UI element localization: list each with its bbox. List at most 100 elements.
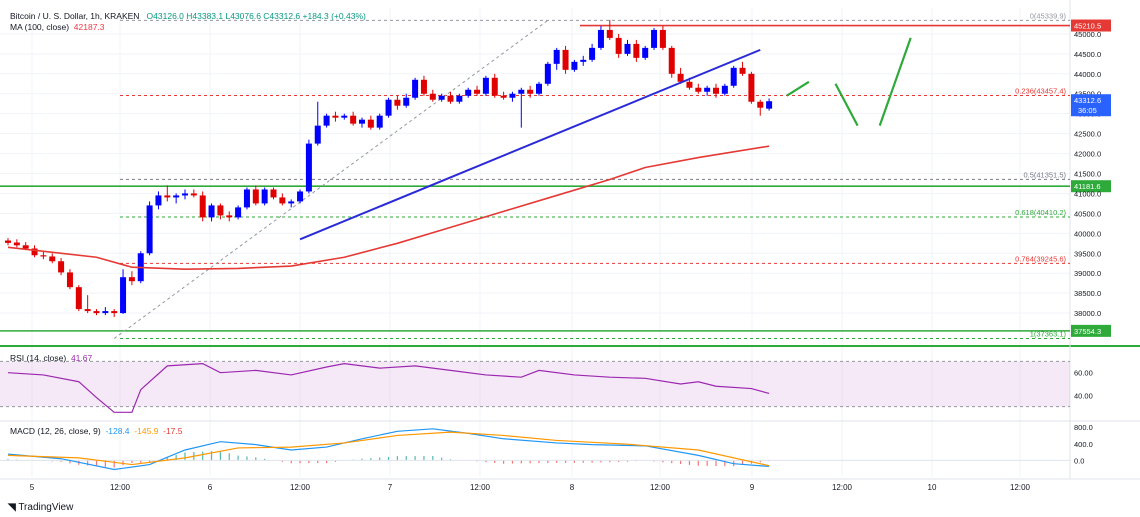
- macd-tick: 800.0: [1074, 423, 1093, 432]
- candle-body: [341, 115, 348, 118]
- candle: [350, 111, 357, 126]
- candle-body: [659, 29, 666, 48]
- candle-body: [5, 240, 11, 243]
- candle: [420, 75, 427, 96]
- candle-body: [580, 59, 587, 62]
- candle-body: [367, 119, 374, 128]
- candle: [757, 99, 764, 116]
- candle: [297, 189, 304, 204]
- candle-body: [40, 255, 47, 257]
- candle: [403, 93, 410, 108]
- price-tick: 45000.0: [1074, 30, 1101, 39]
- ohlc-values: O43126.0 H43383.1 L43076.6 C43312.6 +184…: [146, 11, 366, 21]
- level-badge-label: 41181.6: [1074, 182, 1101, 191]
- rsi-legend-label: RSI (14, close): [10, 353, 67, 363]
- projection-arrow: [878, 37, 912, 127]
- candle: [651, 27, 658, 50]
- countdown-label: 36:05: [1078, 106, 1097, 115]
- candle: [5, 238, 11, 246]
- projection-arrow: [834, 83, 859, 127]
- price-axis: 45210.5 41181.6 37554.3 45000.0 44500.0 44000…: [1071, 19, 1111, 337]
- level-badge: [1071, 180, 1111, 193]
- price-tick: 41500.0: [1074, 170, 1101, 179]
- candle: [261, 187, 268, 206]
- candle-body: [757, 101, 764, 108]
- symbol-title: Bitcoin / U. S. Dollar, 1h, KRAKEN: [10, 11, 140, 21]
- time-axis: 5 12:00 6 12:00 7 12:00 8 12:00 9 12:00 10 12:00: [30, 483, 1031, 492]
- level-badge-label: 37554.3: [1074, 327, 1101, 336]
- candle-body: [217, 205, 224, 216]
- candle: [75, 285, 82, 312]
- rsi-band: [0, 361, 1070, 407]
- fib-levels: 0(45339.9) 0.236(43457.4) 0.5(41351.5) 0.61…: [0, 11, 1070, 339]
- level-badge: [1071, 19, 1111, 32]
- candle-body: [111, 311, 118, 314]
- tv-logo-text: TradingView: [18, 502, 74, 513]
- last-price-label: 43312.6: [1074, 96, 1101, 105]
- candle: [120, 269, 127, 314]
- projection-arrow: [786, 80, 810, 97]
- price-tick: 38500.0: [1074, 289, 1101, 298]
- candle-body: [190, 193, 197, 196]
- time-tick: 7: [388, 483, 393, 492]
- candle-body: [297, 191, 304, 202]
- candle-body: [199, 195, 206, 218]
- candle-body: [102, 311, 109, 314]
- candle: [536, 81, 542, 96]
- candle: [182, 189, 188, 200]
- candle: [677, 67, 684, 84]
- tradingview-logo[interactable]: ◥ TradingView: [8, 502, 73, 513]
- candle: [394, 95, 401, 110]
- macd-panel: 800.0 400.0 0.0: [0, 423, 1093, 471]
- candle: [633, 39, 640, 62]
- candle: [13, 239, 20, 248]
- macd-legend-macd: -128.4: [105, 426, 130, 436]
- level-badge: [1071, 324, 1111, 337]
- candle-body: [597, 29, 604, 48]
- candle-body: [633, 43, 640, 58]
- candle: [93, 309, 100, 316]
- candle-body: [49, 256, 56, 262]
- candle: [695, 83, 702, 94]
- candle-body: [31, 248, 38, 256]
- price-tick: 38000.0: [1074, 309, 1101, 318]
- candle-body: [721, 85, 728, 94]
- candle: [412, 77, 419, 100]
- candle: [305, 139, 312, 194]
- time-tick: 10: [928, 483, 937, 492]
- candle-body: [474, 89, 481, 94]
- time-tick: 5: [30, 483, 35, 492]
- candle: [199, 191, 206, 222]
- candle-body: [359, 119, 365, 124]
- candle: [668, 45, 675, 78]
- level-label: 1(37363.1): [1030, 329, 1067, 338]
- candle: [527, 85, 534, 98]
- candle-body: [642, 47, 649, 58]
- time-tick: 9: [750, 483, 755, 492]
- candle: [456, 93, 463, 104]
- time-tick: 12:00: [470, 483, 491, 492]
- candle: [288, 199, 295, 208]
- level-label: 0.618(40410.2): [1015, 208, 1066, 217]
- price-tick: 44000.0: [1074, 70, 1101, 79]
- price-tick: 41000.0: [1074, 189, 1101, 198]
- macd-legend-hist: -17.5: [163, 426, 183, 436]
- candle-body: [226, 215, 233, 218]
- candle-body: [482, 77, 489, 94]
- level-badge-label: 45210.5: [1074, 22, 1101, 31]
- candle: [270, 187, 277, 200]
- candle: [615, 33, 622, 58]
- candle-body: [500, 95, 507, 98]
- candle-body: [739, 67, 746, 74]
- candle-body: [571, 61, 578, 70]
- candle: [482, 75, 489, 96]
- candle-body: [438, 95, 445, 100]
- candle: [341, 113, 348, 120]
- candle: [580, 55, 587, 66]
- level-label: 0(45339.9): [1030, 11, 1067, 20]
- candle: [562, 45, 569, 74]
- candle: [748, 71, 755, 104]
- candle-body: [376, 115, 383, 128]
- candle: [518, 87, 525, 128]
- rsi-line: [7, 362, 770, 413]
